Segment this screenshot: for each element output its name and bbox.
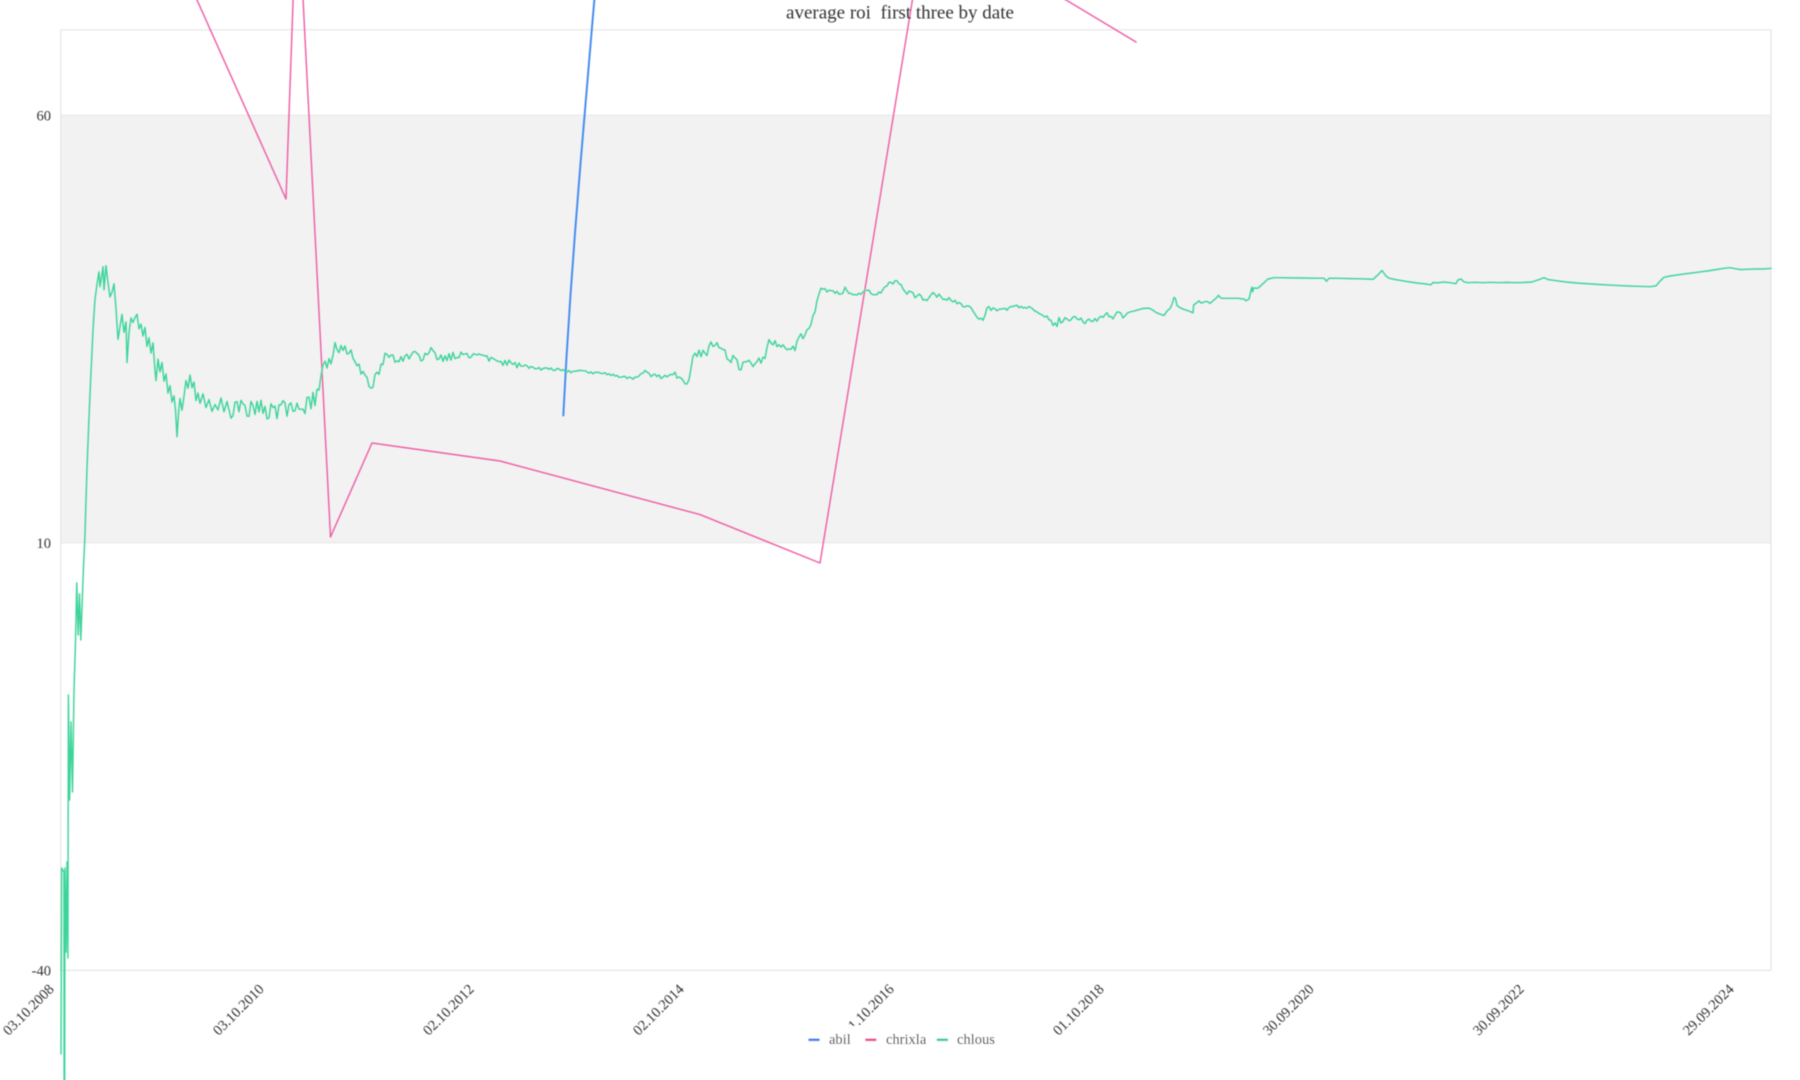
svg-text:02.10.2014: 02.10.2014: [630, 981, 688, 1039]
svg-text:average roi first three by da: average roi first three by date: [786, 3, 1014, 24]
svg-text:03.10.2010: 03.10.2010: [210, 982, 267, 1039]
svg-text:60: 60: [37, 108, 52, 124]
svg-text:01.10.2018: 01.10.2018: [1050, 982, 1107, 1039]
svg-text:29.09.2024: 29.09.2024: [1680, 981, 1738, 1039]
svg-text:10: 10: [37, 536, 52, 552]
svg-text:03.10.2008: 03.10.2008: [0, 982, 57, 1039]
svg-text:30.09.2020: 30.09.2020: [1260, 982, 1317, 1039]
svg-text:chlous: chlous: [957, 1032, 995, 1048]
svg-text:-40: -40: [32, 963, 51, 979]
svg-text:30.09.2022: 30.09.2022: [1470, 982, 1527, 1039]
svg-text:chrixla: chrixla: [886, 1032, 927, 1048]
svg-text:02.10.2012: 02.10.2012: [420, 982, 477, 1039]
svg-text:abil: abil: [829, 1032, 851, 1048]
